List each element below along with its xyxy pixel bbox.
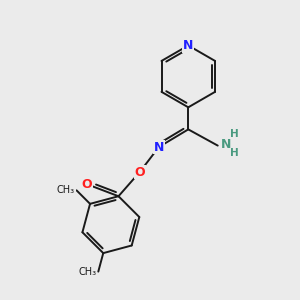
Text: CH₃: CH₃	[79, 267, 97, 277]
Text: N: N	[221, 138, 231, 151]
Text: CH₃: CH₃	[57, 185, 75, 195]
Text: N: N	[183, 39, 194, 52]
Text: O: O	[134, 166, 145, 178]
Text: O: O	[82, 178, 92, 191]
Text: H: H	[230, 129, 239, 139]
Text: H: H	[230, 148, 239, 158]
Text: N: N	[154, 141, 164, 154]
